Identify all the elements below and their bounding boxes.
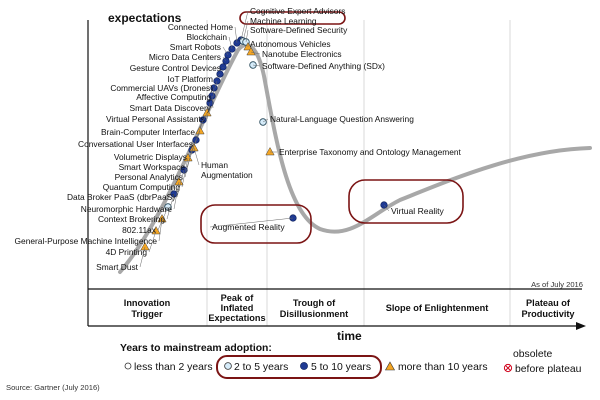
tech-label-micro-data-centers: Micro Data Centers [149,52,221,62]
tech-label-smart-robots: Smart Robots [170,42,221,52]
leader-line-nanotube-electronics [250,51,261,55]
leader-lines [139,10,390,268]
tech-label-machine-learning: Machine Learning [250,16,317,26]
phase-plateau-of-productivity: Plateau of Productivity [521,298,575,319]
augmented-reality-highlight [200,204,312,244]
tech-label-affective-computing: Affective Computing [136,92,211,102]
triangle-marker-general-purpose-machine-intelligence [157,213,167,223]
tech-label-conversational-user-interfaces: Conversational User Interfaces [78,139,193,149]
leader-line-cognitive-expert-advisors [240,10,249,41]
leader-line-software-defined-security [245,29,249,43]
leader-line-context-brokering [166,193,175,220]
obsolete-cross-icon [505,365,511,371]
leader-line-blockchain [228,36,233,50]
leader-line-augmented-reality [209,217,294,228]
leader-line-4d-printing [148,230,157,253]
leader-line-human-augmentation [193,147,200,166]
tech-label-autonomous-vehicles: Autonomous Vehicles [250,39,331,49]
leader-line-personal-analytics [184,149,193,178]
tech-label-virtual-reality: Virtual Reality [391,206,445,216]
legend-title: Years to mainstream adoption: [120,343,272,354]
legend-two-5-label: 2 to 5 years [234,362,288,373]
tech-label-quantum-computing: Quantum Computing [103,182,181,192]
phase-peak-of-inflated-expectations: Peak of Inflated Expectations [208,293,265,323]
leader-line-quantum-computing [181,157,189,188]
triangle-marker-brain-computer-interface [202,107,212,117]
tech-label-connected-home: Connected Home [168,22,234,32]
legend-more-10-label: more than 10 years [398,362,488,373]
tech-label-802-11ax: 802.11ax [122,225,157,235]
phase-innovation-trigger: Innovation Trigger [124,298,171,319]
as-of-date: As of July 2016 [531,280,583,289]
x-axis-title: time [337,329,362,343]
tech-label-virtual-personal-assistants: Virtual Personal Assistants [106,114,205,124]
tech-label-iot-platform: IoT Platform [168,74,213,84]
tech-label-commercial-uavs-drones: Commercial UAVs (Drones) [110,83,213,93]
leader-line-iot-platform [214,73,221,80]
leader-line-smart-robots [222,46,229,56]
leader-line-machine-learning [242,20,249,42]
tech-label-nanotube-electronics: Nanotube Electronics [262,49,342,59]
tech-label-neuromorphic-hardware: Neuromorphic Hardware [81,204,173,214]
tech-label-general-purpose-machine-intelligence: General-Purpose Machine Intelligence [15,236,158,246]
tech-label-software-defined-anything-sdx: Software-Defined Anything (SDx) [262,61,385,71]
legend-marker-five-10 [300,362,308,370]
leader-line-software-defined-anything-sdx [252,64,261,67]
triangle-marker-4d-printing [151,225,161,235]
phase-trough-of-disillusionment: Trough of Disillusionment [280,298,348,319]
leader-line-virtual-reality [383,204,390,212]
y-axis-title: expectations [108,11,182,25]
leader-line-data-broker-paas-dbrpaas [176,169,185,198]
triangle-marker-human-augmentation [189,142,199,152]
tech-label-volumetric-displays: Volumetric Displays [114,152,187,162]
leader-line-commercial-uavs-drones [214,80,218,89]
tech-label-context-brokering: Context Brokering [98,214,165,224]
leader-line-neuromorphic-hardware [173,181,180,210]
machine-learning-highlight [239,11,346,25]
tech-label-blockchain: Blockchain [186,32,227,42]
legend-marker-two-5 [224,362,232,370]
tech-label-enterprise-taxonomy-and-ontology-management: Enterprise Taxonomy and Ontology Managem… [279,147,462,157]
source-note: Source: Gartner (July 2016) [6,383,100,392]
tech-label-smart-dust: Smart Dust [96,262,139,272]
leader-line-connected-home [234,26,238,44]
virtual-reality-highlight [348,179,464,224]
leader-line-smart-dust [139,246,146,268]
leader-line-smart-data-discovery [211,95,214,109]
legend-obsolete-line1: obsolete [513,349,553,360]
leader-line-natural-language-question-answering [262,118,269,123]
tech-label-human-augmentation: Human Augmentation [201,160,253,180]
tech-label-brain-computer-interface: Brain-Computer Interface [101,127,195,137]
legend-obsolete-line2: before plateau [515,364,582,375]
triangle-marker-nanotube-electronics [246,46,256,56]
tech-label-cognitive-expert-advisors: Cognitive Expert Advisors [250,6,345,16]
legend-highlight [216,355,382,379]
x-axis-arrow-icon [576,322,586,330]
tech-label-4d-printing: 4D Printing [106,247,148,257]
leader-line-affective-computing [212,87,215,98]
legend-marker-more-10 [384,361,396,371]
legend-five-10-label: 5 to 10 years [311,362,371,373]
leader-line-virtual-personal-assistants [206,102,211,120]
phase-slope-of-enlightenment: Slope of Enlightenment [386,303,489,313]
leader-line-general-purpose-machine-intelligence [158,218,163,242]
tech-label-data-broker-paas-dbrpaas: Data Broker PaaS (dbrPaaS) [67,192,175,202]
tech-label-smart-data-discovery: Smart Data Discovery [130,103,212,113]
triangle-marker-enterprise-taxonomy-and-ontology-management [265,146,275,156]
legend-less-2-label: less than 2 years [134,362,213,373]
tech-label-gesture-control-devices: Gesture Control Devices [130,63,221,73]
triangle-marker-smart-dust [140,241,150,251]
leader-line-micro-data-centers [222,56,227,62]
tech-label-software-defined-security: Software-Defined Security [250,25,348,35]
leader-line-802-11ax [157,206,169,231]
tech-label-smart-workspace: Smart Workspace [119,162,186,172]
tech-label-natural-language-question-answering: Natural-Language Question Answering [270,114,414,124]
leader-line-smart-workspace [186,139,197,168]
legend-marker-less-2 [124,362,132,370]
tech-label-personal-analytics: Personal Analytics [115,172,183,182]
tech-label-augmented-reality: Augmented Reality [212,222,285,232]
